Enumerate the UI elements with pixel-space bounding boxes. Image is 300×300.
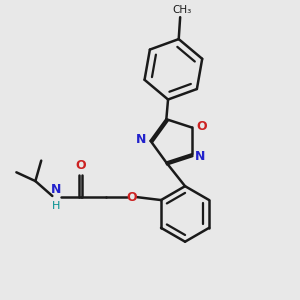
Text: O: O <box>75 159 86 172</box>
Text: N: N <box>195 150 206 163</box>
Text: CH₃: CH₃ <box>172 5 191 15</box>
Text: N: N <box>51 183 61 196</box>
Text: N: N <box>136 133 146 146</box>
Text: H: H <box>52 201 60 211</box>
Text: O: O <box>127 190 137 204</box>
Text: O: O <box>196 119 207 133</box>
